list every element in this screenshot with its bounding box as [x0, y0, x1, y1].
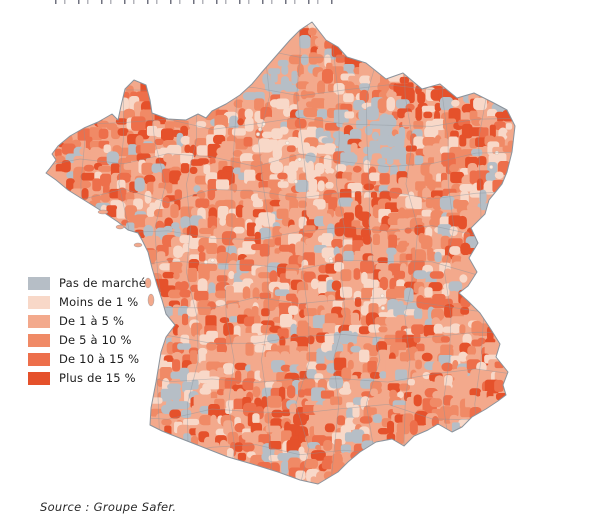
legend-item: De 10 à 15 %	[28, 353, 146, 366]
source-caption: Source : Groupe Safer.	[40, 500, 177, 514]
legend-item: Plus de 15 %	[28, 372, 146, 385]
legend-item-label: Moins de 1 %	[59, 295, 139, 309]
legend-swatch	[28, 296, 50, 309]
legend-item-label: De 5 à 10 %	[59, 333, 132, 347]
legend-item: Moins de 1 %	[28, 296, 146, 309]
legend-item-label: Pas de marché	[59, 276, 147, 290]
legend-swatch	[28, 277, 50, 290]
cropped-title-fragment	[55, 0, 333, 4]
legend-item: De 5 à 10 %	[28, 334, 146, 347]
legend-swatch	[28, 315, 50, 328]
legend-swatch	[28, 372, 50, 385]
legend-item-label: Plus de 15 %	[59, 371, 136, 385]
legend-item: De 1 à 5 %	[28, 315, 146, 328]
legend-item: Pas de marché	[28, 277, 146, 290]
legend-swatch	[28, 353, 50, 366]
legend-item-label: De 1 à 5 %	[59, 314, 125, 328]
legend-swatch	[28, 334, 50, 347]
legend-item-label: De 10 à 15 %	[59, 352, 140, 366]
map-legend: Pas de marché Moins de 1 % De 1 à 5 % De 5 …	[28, 277, 146, 385]
